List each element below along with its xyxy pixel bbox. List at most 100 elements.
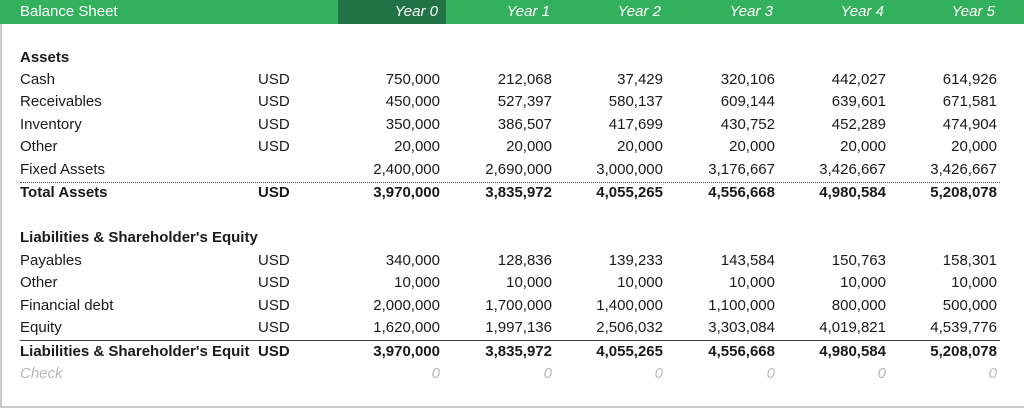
total-cell[interactable]: 4,055,265 [596,343,663,360]
value-cell[interactable]: 2,400,000 [373,161,440,178]
value-cell[interactable]: 386,507 [497,116,552,133]
row-label[interactable]: Inventory [20,116,82,133]
value-cell[interactable]: 350,000 [385,116,440,133]
value-cell[interactable]: 2,000,000 [373,297,440,314]
row-label[interactable]: Cash [20,71,56,88]
row-unit[interactable]: USD [258,319,290,336]
value-cell[interactable]: 4,539,776 [930,319,997,336]
row-label[interactable]: Fixed Assets [20,161,106,178]
row-unit[interactable]: USD [258,343,290,360]
value-cell[interactable]: 10,000 [506,274,552,291]
value-cell[interactable]: 452,289 [831,116,886,133]
value-cell[interactable]: 10,000 [951,274,997,291]
value-cell[interactable]: 4,019,821 [819,319,886,336]
value-cell[interactable]: 1,620,000 [373,319,440,336]
year-4-header[interactable]: Year 4 [840,3,884,20]
value-cell[interactable]: 671,581 [942,93,997,110]
row-label[interactable]: Receivables [20,93,102,110]
value-cell[interactable]: 442,027 [831,71,886,88]
row-unit[interactable]: USD [258,184,290,201]
total-cell[interactable]: 3,835,972 [485,184,552,201]
row-unit[interactable]: USD [258,93,290,110]
row-unit[interactable]: USD [258,71,290,88]
value-cell[interactable]: 20,000 [951,138,997,155]
value-cell[interactable]: 1,997,136 [485,319,552,336]
value-cell[interactable]: 20,000 [840,138,886,155]
row-unit[interactable] [258,159,298,181]
year-3-header[interactable]: Year 3 [729,3,773,20]
value-cell[interactable]: 2,506,032 [596,319,663,336]
value-cell[interactable]: 474,904 [942,116,997,133]
value-cell[interactable]: 212,068 [497,71,552,88]
value-cell[interactable]: 139,233 [608,252,663,269]
row-label[interactable]: Other [20,138,58,155]
check-cell[interactable]: 0 [543,365,552,382]
row-unit[interactable]: USD [258,116,290,133]
row-unit[interactable]: USD [258,274,290,291]
row-label[interactable]: Check [20,365,63,382]
total-cell[interactable]: 4,980,584 [819,343,886,360]
sheet-title[interactable]: Balance Sheet [20,3,118,20]
row-unit[interactable]: USD [258,297,290,314]
value-cell[interactable]: 143,584 [720,252,775,269]
row-label[interactable]: Payables [20,252,82,269]
row-label[interactable]: Financial debt [20,297,114,314]
row-label[interactable]: Liabilities & Shareholder's Equit [20,343,250,360]
value-cell[interactable]: 527,397 [497,93,552,110]
value-cell[interactable]: 450,000 [385,93,440,110]
section-title[interactable]: Assets [20,49,70,66]
total-cell[interactable]: 3,970,000 [373,343,440,360]
year-2-header[interactable]: Year 2 [617,3,661,20]
value-cell[interactable]: 3,426,667 [930,161,997,178]
value-cell[interactable]: 417,699 [608,116,663,133]
value-cell[interactable]: 20,000 [729,138,775,155]
value-cell[interactable]: 158,301 [942,252,997,269]
value-cell[interactable]: 3,176,667 [708,161,775,178]
check-cell[interactable]: 0 [431,365,440,382]
value-cell[interactable]: 10,000 [617,274,663,291]
total-cell[interactable]: 4,980,584 [819,184,886,201]
value-cell[interactable]: 20,000 [617,138,663,155]
row-unit[interactable]: USD [258,138,290,155]
value-cell[interactable]: 500,000 [942,297,997,314]
section-title[interactable]: Liabilities & Shareholder's Equity [20,229,258,246]
value-cell[interactable]: 2,690,000 [485,161,552,178]
value-cell[interactable]: 20,000 [506,138,552,155]
check-cell[interactable]: 0 [654,365,663,382]
row-unit[interactable]: USD [258,252,290,269]
total-cell[interactable]: 3,835,972 [485,343,552,360]
value-cell[interactable]: 3,303,084 [708,319,775,336]
check-cell[interactable]: 0 [877,365,886,382]
value-cell[interactable]: 340,000 [385,252,440,269]
year-5-header[interactable]: Year 5 [951,3,995,20]
year-1-header[interactable]: Year 1 [506,3,550,20]
total-cell[interactable]: 3,970,000 [373,184,440,201]
value-cell[interactable]: 37,429 [617,71,663,88]
check-cell[interactable]: 0 [988,365,997,382]
value-cell[interactable]: 580,137 [608,93,663,110]
total-cell[interactable]: 4,556,668 [708,184,775,201]
value-cell[interactable]: 10,000 [840,274,886,291]
total-cell[interactable]: 5,208,078 [930,184,997,201]
value-cell[interactable]: 1,400,000 [596,297,663,314]
value-cell[interactable]: 609,144 [720,93,775,110]
value-cell[interactable]: 128,836 [497,252,552,269]
row-label[interactable]: Equity [20,319,62,336]
value-cell[interactable]: 3,000,000 [596,161,663,178]
value-cell[interactable]: 1,100,000 [708,297,775,314]
total-cell[interactable]: 4,556,668 [708,343,775,360]
value-cell[interactable]: 10,000 [394,274,440,291]
value-cell[interactable]: 1,700,000 [485,297,552,314]
value-cell[interactable]: 800,000 [831,297,886,314]
value-cell[interactable]: 750,000 [385,71,440,88]
value-cell[interactable]: 3,426,667 [819,161,886,178]
total-cell[interactable]: 4,055,265 [596,184,663,201]
value-cell[interactable]: 20,000 [394,138,440,155]
value-cell[interactable]: 320,106 [720,71,775,88]
row-label[interactable]: Other [20,274,58,291]
value-cell[interactable]: 639,601 [831,93,886,110]
total-cell[interactable]: 5,208,078 [930,343,997,360]
row-label[interactable]: Total Assets [20,184,108,201]
check-cell[interactable]: 0 [766,365,775,382]
year-0-header[interactable]: Year 0 [394,3,438,20]
